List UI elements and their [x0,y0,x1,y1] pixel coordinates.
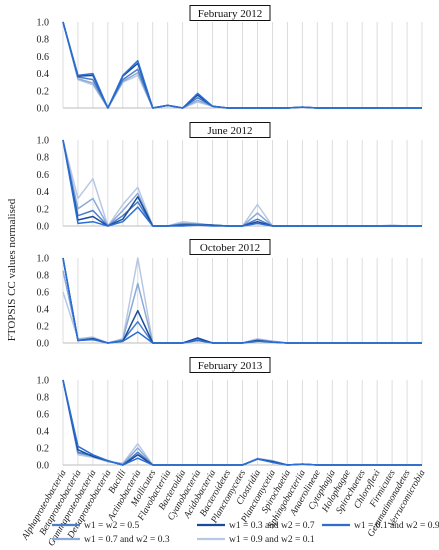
legend-label: w1 = 0.7 and w2 = 0.3 [84,535,170,545]
y-tick-label: 0.2 [37,322,50,333]
legend-item: w1 = 0.9 and w2 = 0.1 [197,535,315,545]
chart-panel: 0.0 0.2 0.4 0.6 0.8 1.0 October 2012 [37,239,423,350]
y-tick-label: 0.4 [37,305,50,316]
panel-title: October 2012 [200,242,260,254]
y-tick-label: 0.2 [37,86,50,97]
series-line [62,379,422,466]
y-tick-label: 0.8 [37,35,50,46]
y-tick-label: 0.2 [37,204,50,215]
y-tick-label: 0.0 [37,461,50,472]
y-tick-label: 0.8 [37,153,50,164]
y-tick-label: 1.0 [37,254,50,265]
y-tick-label: 0.8 [37,393,50,404]
y-tick-label: 0.0 [37,222,50,233]
chart-panel: 0.0 0.2 0.4 0.6 0.8 1.0 February 2013 [37,357,423,472]
series-line [62,257,422,344]
y-tick-label: 0.4 [37,427,50,438]
y-tick-label: 0.2 [37,444,50,455]
chart-panel: 0.0 0.2 0.4 0.6 0.8 1.0 June 2012 [37,122,423,233]
legend-label: w1 = 0.3 and w2 = 0.7 [229,521,315,531]
y-tick-label: 0.4 [37,187,50,198]
panel-title: February 2012 [198,8,262,20]
panel-title-box [189,5,271,21]
panel-title: June 2012 [208,125,253,137]
y-tick-label: 1.0 [37,376,50,387]
y-tick-label: 1.0 [37,136,50,147]
y-tick-label: 0.4 [37,69,50,80]
panel-title: February 2013 [198,360,263,372]
y-tick-label: 1.0 [37,18,50,29]
legend-item: w1 = 0.1 and w2 = 0.9 [322,521,439,531]
legend-label: w1 = 0.1 and w2 = 0.9 [354,521,439,531]
panel-title-box [189,357,271,373]
legend-label: w1 = w2 = 0.5 [84,521,140,531]
panel-title-box [189,122,271,138]
series-line [62,21,422,109]
y-axis-label: FTOPSIS CC values normalised [6,198,18,341]
legend-item: w1 = 0.3 and w2 = 0.7 [197,521,315,531]
y-tick-label: 0.6 [37,170,50,181]
legend-item: w1 = 0.7 and w2 = 0.3 [52,535,170,545]
y-tick-label: 0.0 [37,104,50,115]
y-tick-label: 0.6 [37,410,50,421]
panel-title-box [189,239,271,255]
series-line [62,139,422,227]
y-tick-label: 0.8 [37,271,50,282]
legend-item: w1 = w2 = 0.5 [52,521,140,531]
legend-label: w1 = 0.9 and w2 = 0.1 [229,535,315,545]
chart-panel: 0.0 0.2 0.4 0.6 0.8 1.0 February 2012 [37,5,423,115]
y-tick-label: 0.6 [37,288,50,299]
y-tick-label: 0.0 [37,339,50,350]
y-tick-label: 0.6 [37,52,50,63]
